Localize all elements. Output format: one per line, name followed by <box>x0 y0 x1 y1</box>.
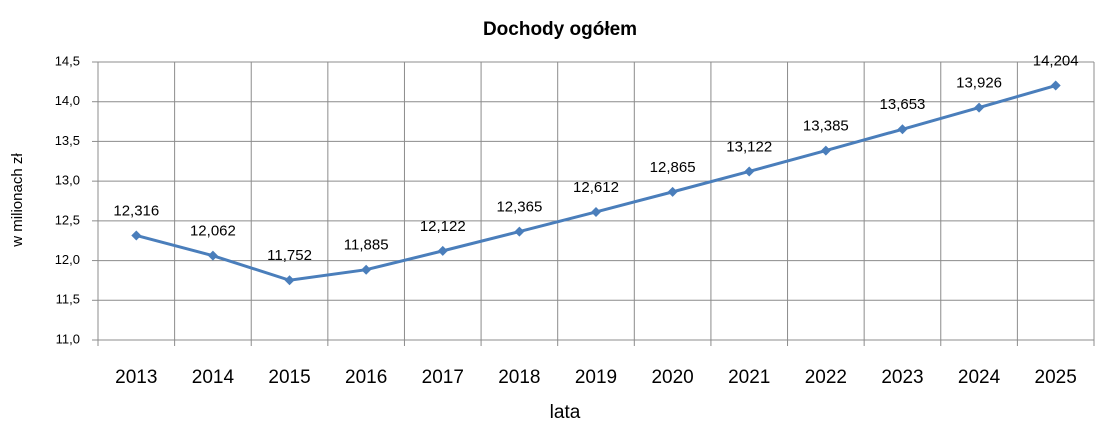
x-tick-label: 2017 <box>422 367 464 388</box>
y-tick-label: 12,0 <box>55 252 80 267</box>
x-tick-label: 2019 <box>575 367 617 388</box>
data-label: 13,385 <box>803 118 849 135</box>
data-label: 11,885 <box>344 237 389 254</box>
data-label: 13,926 <box>956 75 1002 92</box>
data-label: 13,653 <box>880 96 926 113</box>
x-tick-label: 2022 <box>805 367 847 388</box>
data-label: 12,062 <box>190 223 236 240</box>
marker <box>131 230 142 241</box>
x-axis-label: lata <box>550 402 581 423</box>
data-label: 12,365 <box>496 199 542 216</box>
marker <box>667 186 678 197</box>
marker <box>514 226 525 237</box>
x-tick-label: 2016 <box>345 367 387 388</box>
marker <box>361 264 372 275</box>
data-label: 11,752 <box>267 247 312 264</box>
marker <box>207 250 218 261</box>
y-tick-label: 12,5 <box>55 212 80 227</box>
data-label: 12,316 <box>113 202 159 219</box>
data-label: 12,612 <box>573 179 619 196</box>
chart-title: Dochody ogółem <box>483 19 637 40</box>
x-tick-label: 2014 <box>192 367 235 388</box>
marker <box>284 275 295 286</box>
marker <box>897 124 908 135</box>
data-label: 14,204 <box>1033 52 1079 69</box>
x-tick-label: 2021 <box>728 367 770 388</box>
y-tick-label: 14,0 <box>55 93 80 108</box>
y-tick-label: 13,5 <box>55 133 80 148</box>
marker <box>591 206 601 217</box>
y-tick-label: 13,0 <box>55 173 80 188</box>
data-label: 12,865 <box>650 159 696 176</box>
marker <box>744 166 755 177</box>
x-tick-label: 2020 <box>651 367 693 388</box>
x-tick-label: 2018 <box>498 367 540 388</box>
x-tick-label: 2015 <box>268 367 310 388</box>
y-tick-label: 11,5 <box>56 292 80 307</box>
x-tick-label: 2013 <box>115 367 157 388</box>
x-tick-label: 2024 <box>958 367 1001 388</box>
data-label: 13,122 <box>726 138 772 155</box>
marker <box>974 102 985 113</box>
x-tick-label: 2025 <box>1035 367 1077 388</box>
y-axis-label: w milionach zł <box>9 153 26 248</box>
marker <box>820 145 831 156</box>
marker <box>437 245 448 256</box>
y-tick-label: 11,0 <box>56 331 80 346</box>
marker <box>1050 80 1061 91</box>
x-tick-label: 2023 <box>881 367 923 388</box>
y-tick-label: 14,5 <box>55 53 80 68</box>
data-label: 12,122 <box>420 218 466 235</box>
